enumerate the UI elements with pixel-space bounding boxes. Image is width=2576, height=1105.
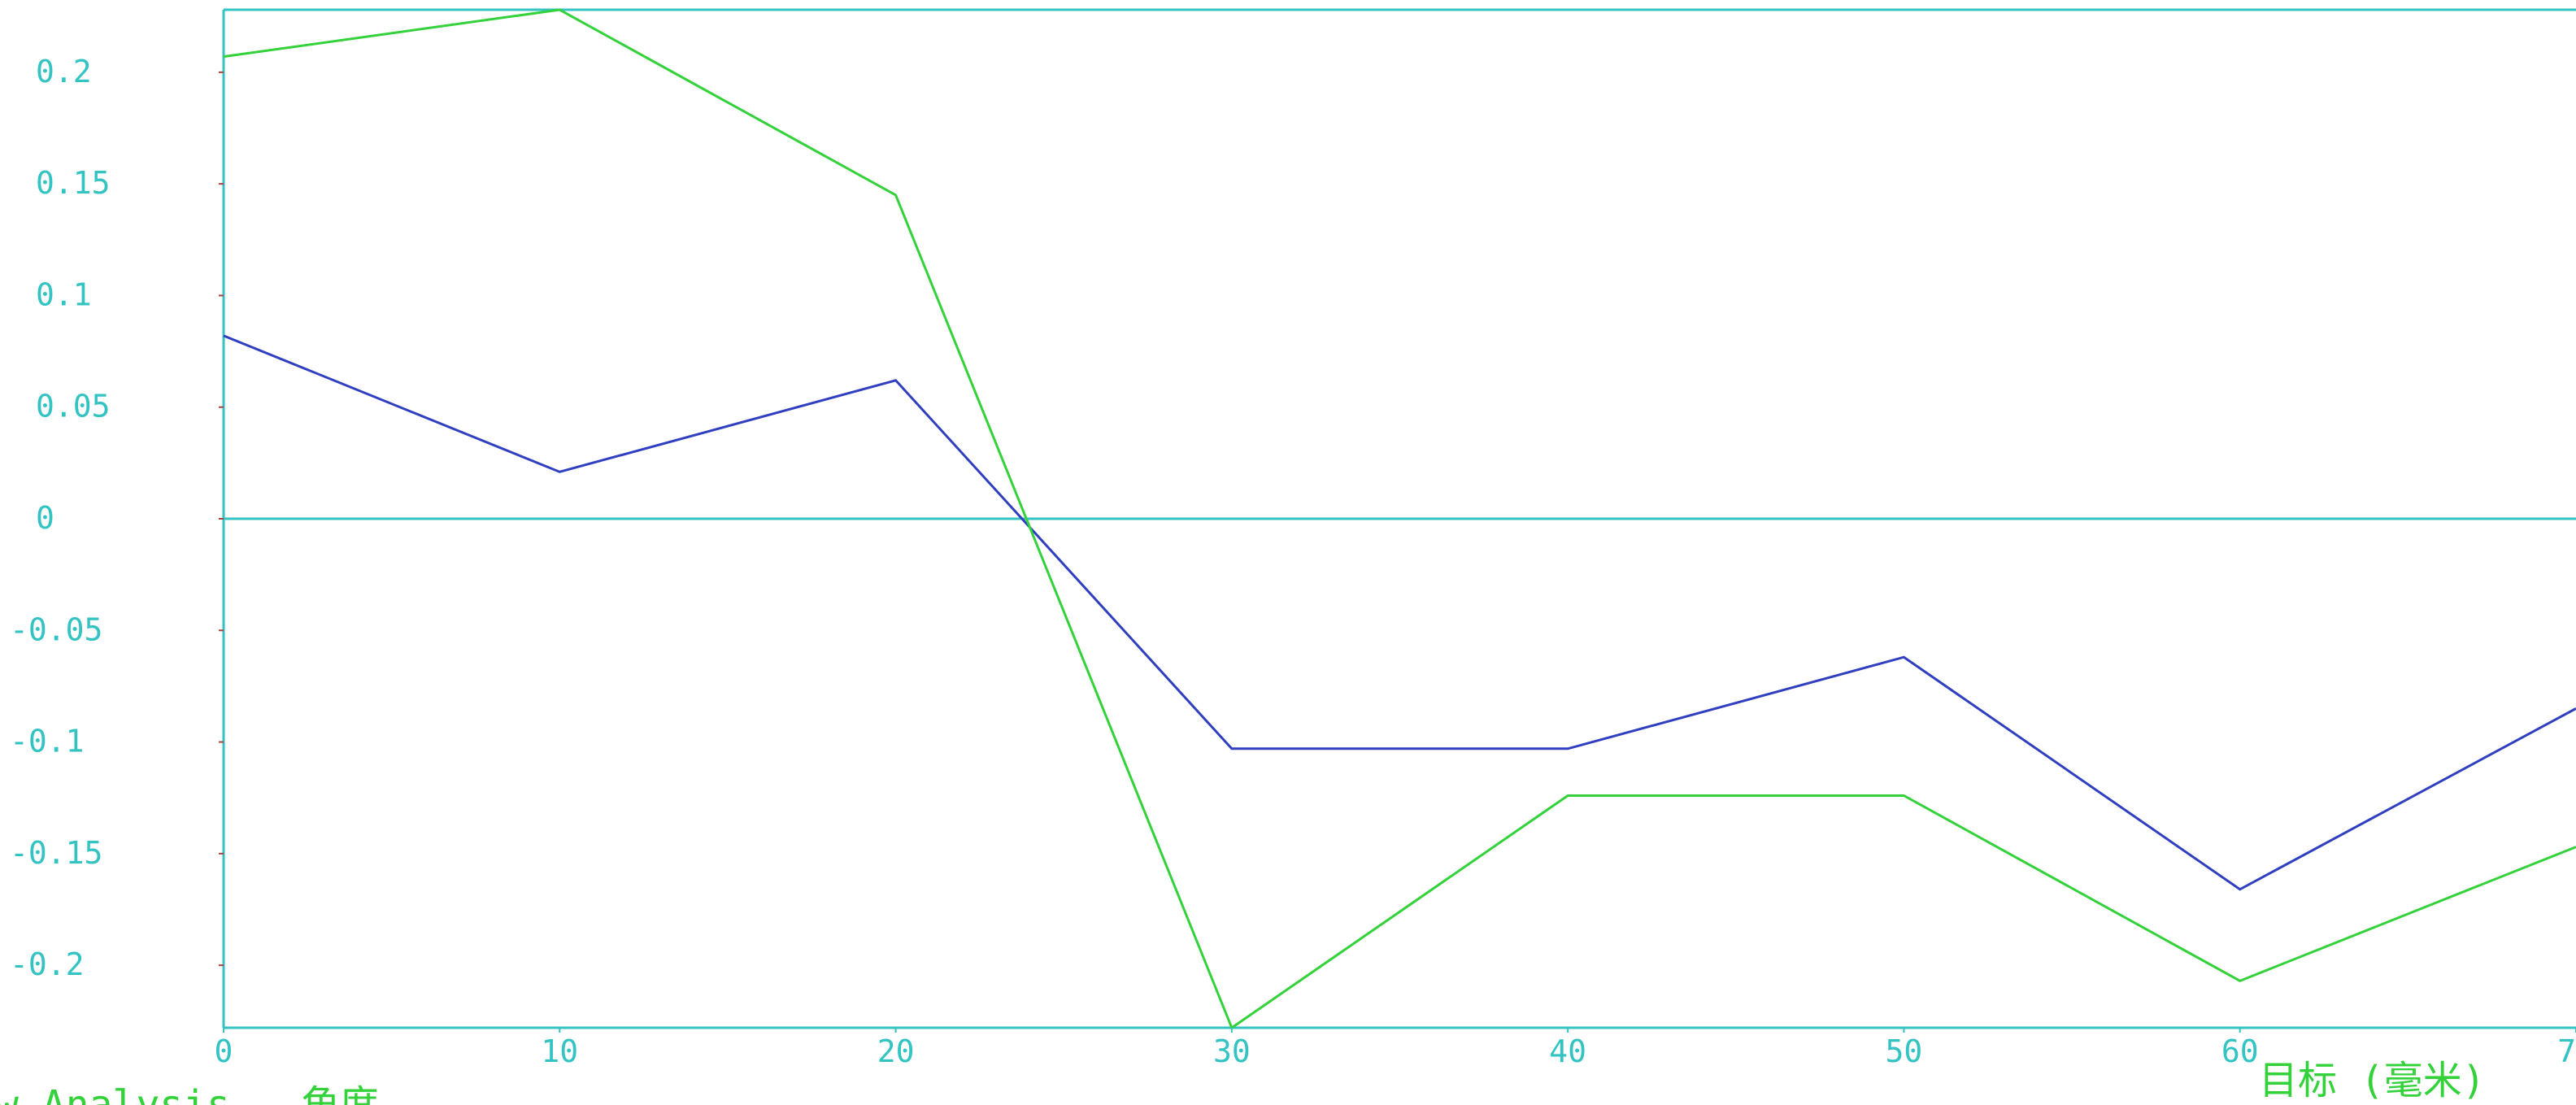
- x-tick-label: 30: [1213, 1033, 1251, 1069]
- series-line-2: [223, 8, 2576, 1030]
- y-tick-label: -0.05: [10, 611, 102, 647]
- y-axis-ticks: 0.2 0.15 0.1 0.05 0 -0.05 -0.1 -0.15 -0.2: [10, 54, 224, 982]
- x-tick-label: 40: [1549, 1033, 1586, 1069]
- y-tick-label: 0.05: [36, 389, 111, 424]
- y-tick-label: 0.2: [36, 54, 92, 89]
- y-tick-label: 0.1: [36, 276, 92, 312]
- x-tick-label: 10: [541, 1033, 578, 1069]
- x-tick-label: 50: [1886, 1033, 1923, 1069]
- y-tick-label: -0.2: [10, 946, 85, 982]
- x-tick-label: 60: [2221, 1033, 2259, 1069]
- x-axis-ticks: 0 10 20 30 40 50 60 70: [215, 1028, 2576, 1069]
- footer-caption: w Analysis - 角度: [0, 1082, 379, 1105]
- x-tick-label: 20: [877, 1033, 915, 1069]
- y-tick-label: -0.15: [10, 835, 102, 871]
- x-tick-label: 70: [2557, 1033, 2576, 1069]
- y-tick-label: 0: [36, 500, 54, 536]
- series-lines: [223, 8, 2576, 1030]
- x-tick-label: 0: [215, 1033, 233, 1069]
- y-tick-label: 0.15: [36, 165, 111, 201]
- y-tick-label: -0.1: [10, 724, 85, 759]
- series-line-1: [223, 334, 2576, 891]
- x-axis-label: 目标 (毫米): [2259, 1058, 2486, 1103]
